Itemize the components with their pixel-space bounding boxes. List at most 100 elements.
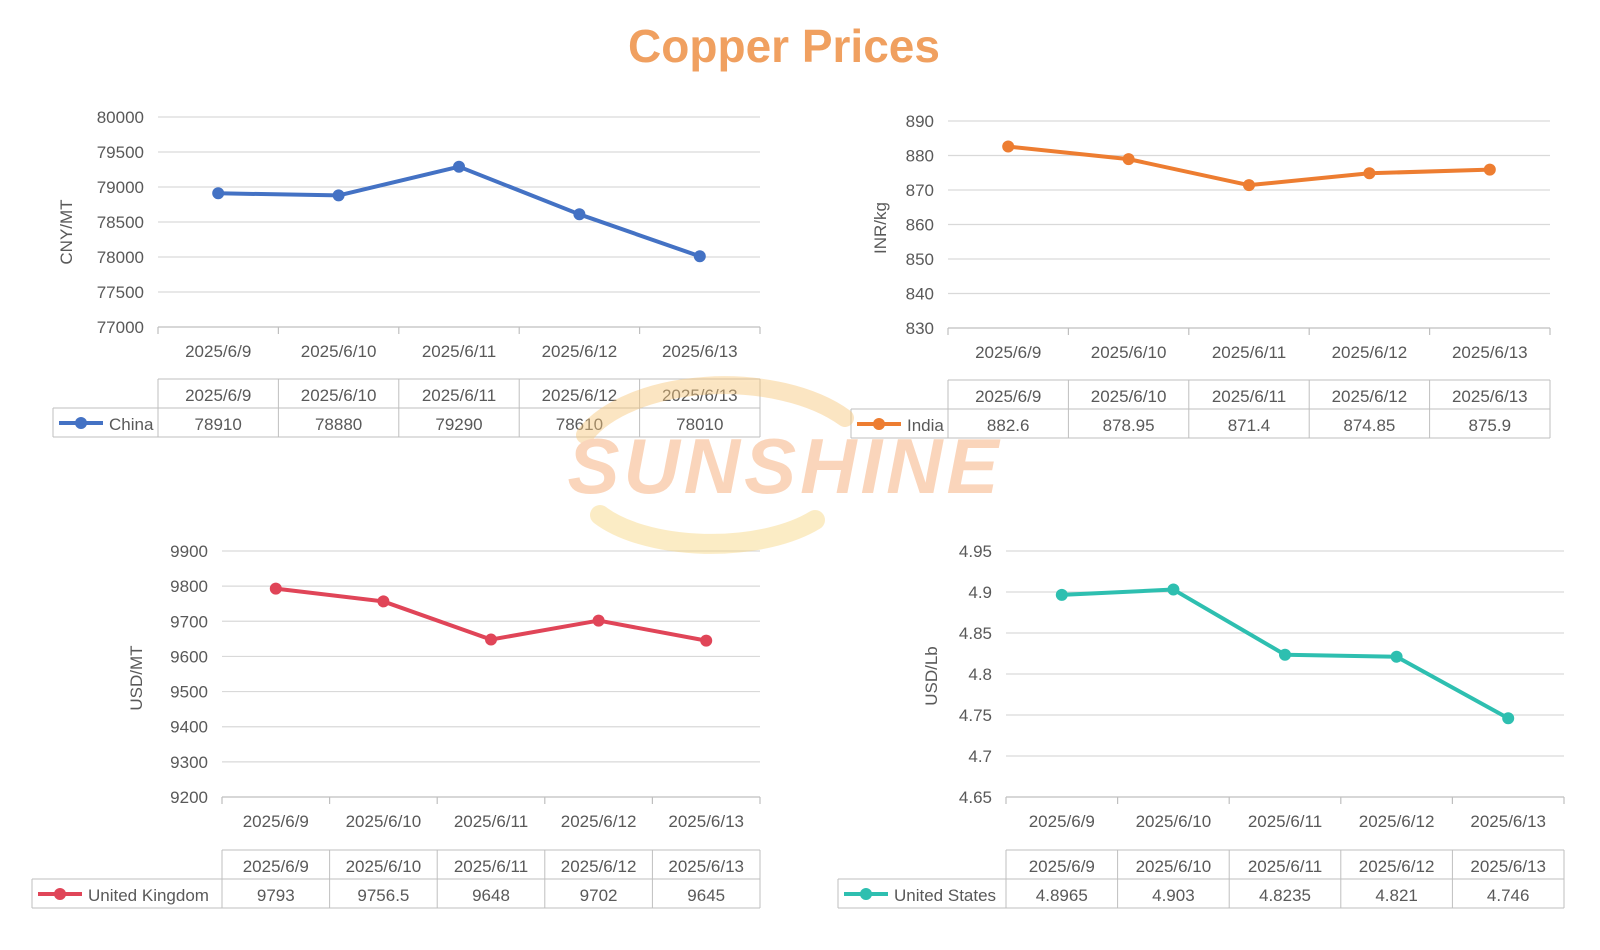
x-tick-label: 2025/6/12 [1359, 812, 1435, 831]
table-value-cell: 79290 [435, 415, 482, 434]
table-value-cell: 875.9 [1469, 416, 1512, 435]
table-value-cell: 9645 [687, 886, 725, 905]
data-point [212, 187, 225, 200]
table-header-cell: 2025/6/9 [243, 857, 309, 876]
x-tick-label: 2025/6/10 [1136, 812, 1212, 831]
legend-marker [873, 418, 885, 430]
data-point [1279, 648, 1291, 661]
series-line [218, 164, 701, 259]
y-tick-label: 79500 [97, 143, 144, 162]
x-tick-label: 2025/6/12 [561, 812, 637, 831]
y-tick-label: 77000 [97, 318, 144, 337]
data-point [332, 189, 345, 202]
table-value-cell: 4.8965 [1036, 886, 1088, 905]
chart-uk: 9900 9800 9700 9600 9500 9400 9300 9200 2025/6/9… [31, 542, 761, 909]
table-header-cell: 2025/6/11 [1248, 857, 1322, 876]
data-point [1002, 140, 1015, 153]
x-tick-label: 2025/6/13 [668, 812, 744, 831]
table-header-cell: 2025/6/12 [561, 857, 637, 876]
y-tick-label: 9500 [170, 683, 208, 702]
watermark-text: SUNSHINE [567, 422, 1002, 510]
table-header-cell: 2025/6/13 [1470, 857, 1546, 876]
table-header-cell: 2025/6/10 [346, 857, 422, 876]
table-header-cell: 2025/6/11 [422, 386, 496, 405]
table-value-cell: 878.95 [1103, 416, 1155, 435]
x-tick-label: 2025/6/10 [1091, 343, 1167, 362]
table-header-cell: 2025/6/9 [975, 387, 1041, 406]
data-point [700, 634, 713, 647]
table-header-cell: 2025/6/10 [1091, 387, 1167, 406]
logo-arc-bottom [590, 505, 825, 554]
y-tick-label: 890 [906, 112, 934, 131]
series-line [275, 586, 707, 643]
table-value-cell: 78010 [676, 415, 723, 434]
table-value-cell: 9648 [472, 886, 510, 905]
x-tick-label: 2025/6/12 [1332, 343, 1408, 362]
sunshine-watermark-logo: SUNSHINE [567, 376, 1002, 554]
y-tick-label: 9600 [170, 647, 208, 666]
logo-arc-top [576, 376, 854, 444]
table-header-cell: 2025/6/13 [1452, 387, 1528, 406]
x-tick-label: 2025/6/11 [454, 812, 528, 831]
y-tick-label: 4.7 [968, 747, 992, 766]
table-value-cell: 4.8235 [1259, 886, 1311, 905]
x-tick-label: 2025/6/10 [301, 342, 377, 361]
legend-marker [75, 417, 87, 429]
y-tick-label: 9900 [170, 542, 208, 561]
x-tick-label: 2025/6/11 [422, 342, 496, 361]
y-tick-label: 4.9 [968, 583, 992, 602]
table-value-cell: 4.821 [1375, 886, 1418, 905]
chart-india: 890 880 870 860 850 840 830 2025/6/9 2025/6/10 20… [850, 112, 1551, 439]
data-point [453, 160, 465, 173]
legend-series-name: China [109, 415, 154, 434]
y-axis-label: USD/MT [127, 645, 146, 710]
data-point [1122, 153, 1135, 166]
y-tick-label: 9200 [170, 788, 208, 807]
table-header-cell: 2025/6/10 [301, 386, 377, 405]
y-tick-label: 870 [906, 181, 934, 200]
table-header-cell: 2025/6/11 [1212, 387, 1286, 406]
data-point [1483, 163, 1496, 176]
chart-us: 4.95 4.9 4.85 4.8 4.75 4.7 4.65 2025/6/9 2025/6/… [837, 542, 1565, 909]
table-value-cell: 874.85 [1343, 416, 1395, 435]
table-value-cell: 871.4 [1228, 416, 1271, 435]
x-tick-label: 2025/6/11 [1248, 812, 1322, 831]
y-tick-label: 830 [906, 319, 934, 338]
y-tick-label: 80000 [97, 108, 144, 127]
x-tick-label: 2025/6/9 [1029, 812, 1095, 831]
table-header-cell: 2025/6/13 [668, 857, 744, 876]
x-tick-label: 2025/6/13 [1452, 343, 1528, 362]
table-header-cell: 2025/6/12 [542, 386, 618, 405]
y-tick-label: 9400 [170, 718, 208, 737]
legend-marker [860, 888, 872, 900]
table-header-cell: 2025/6/10 [1136, 857, 1212, 876]
data-point [1055, 588, 1068, 601]
y-tick-label: 78500 [97, 213, 144, 232]
data-point [573, 208, 586, 221]
table-header-cell: 2025/6/12 [1332, 387, 1408, 406]
table-header-cell: 2025/6/9 [1029, 857, 1095, 876]
table-value-cell: 78610 [556, 415, 603, 434]
data-point [1243, 179, 1255, 192]
data-point [1390, 650, 1403, 663]
y-tick-label: 860 [906, 216, 934, 235]
y-tick-label: 4.85 [959, 624, 992, 643]
y-tick-label: 9800 [170, 577, 208, 596]
data-point [377, 595, 390, 608]
table-value-cell: 9793 [257, 886, 295, 905]
data-point [1502, 712, 1515, 725]
data-point [592, 614, 605, 627]
legend-series-name: United States [894, 886, 996, 905]
table-value-cell: 78880 [315, 415, 362, 434]
data-point [1167, 583, 1180, 596]
y-tick-label: 9300 [170, 753, 208, 772]
y-axis-label: INR/kg [871, 202, 890, 254]
y-axis-label: CNY/MT [57, 199, 76, 264]
x-tick-label: 2025/6/9 [185, 342, 251, 361]
table-header-cell: 2025/6/9 [185, 386, 251, 405]
x-tick-label: 2025/6/9 [975, 343, 1041, 362]
table-value-cell: 4.903 [1152, 886, 1195, 905]
page-title: Copper Prices [628, 20, 940, 72]
x-tick-label: 2025/6/10 [346, 812, 422, 831]
